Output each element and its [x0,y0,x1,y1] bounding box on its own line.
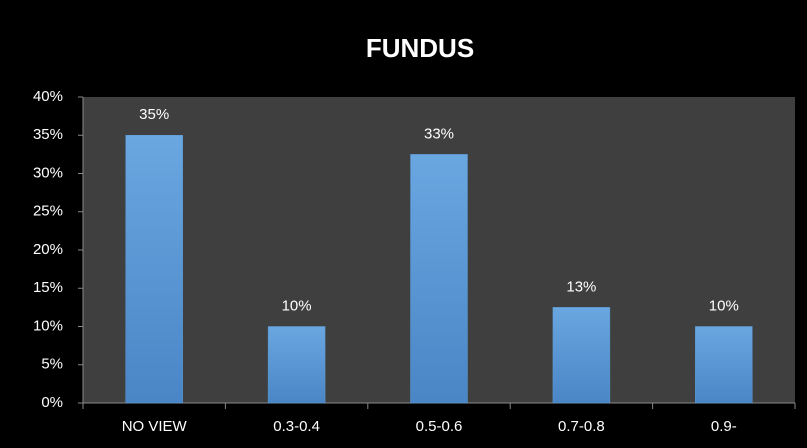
data-label: 13% [566,278,596,295]
data-label: 10% [709,297,739,314]
y-tick-label: 40% [33,88,63,105]
x-tick-label: 0.9- [711,418,737,435]
data-label: 33% [424,125,454,142]
data-label: 10% [282,297,312,314]
x-tick-label: 0.3-0.4 [273,418,320,435]
bar [267,326,326,404]
y-tick-label: 5% [41,356,63,373]
bar [695,326,753,404]
y-tick-label: 20% [33,241,63,258]
bar [125,135,183,404]
y-tick-label: 0% [41,394,63,411]
data-label: 35% [139,106,169,123]
x-tick-label: NO VIEW [122,418,188,435]
y-tick-label: 35% [33,126,63,143]
bar [552,307,611,404]
x-tick-label: 0.7-0.8 [558,418,605,435]
x-tick-label: 0.5-0.6 [416,418,463,435]
y-tick-label: 10% [33,317,63,334]
y-tick-label: 15% [33,279,63,296]
y-tick-label: 30% [33,164,63,181]
y-tick-label: 25% [33,203,63,220]
chart-title: FUNDUS [366,33,474,63]
bar [410,154,468,404]
